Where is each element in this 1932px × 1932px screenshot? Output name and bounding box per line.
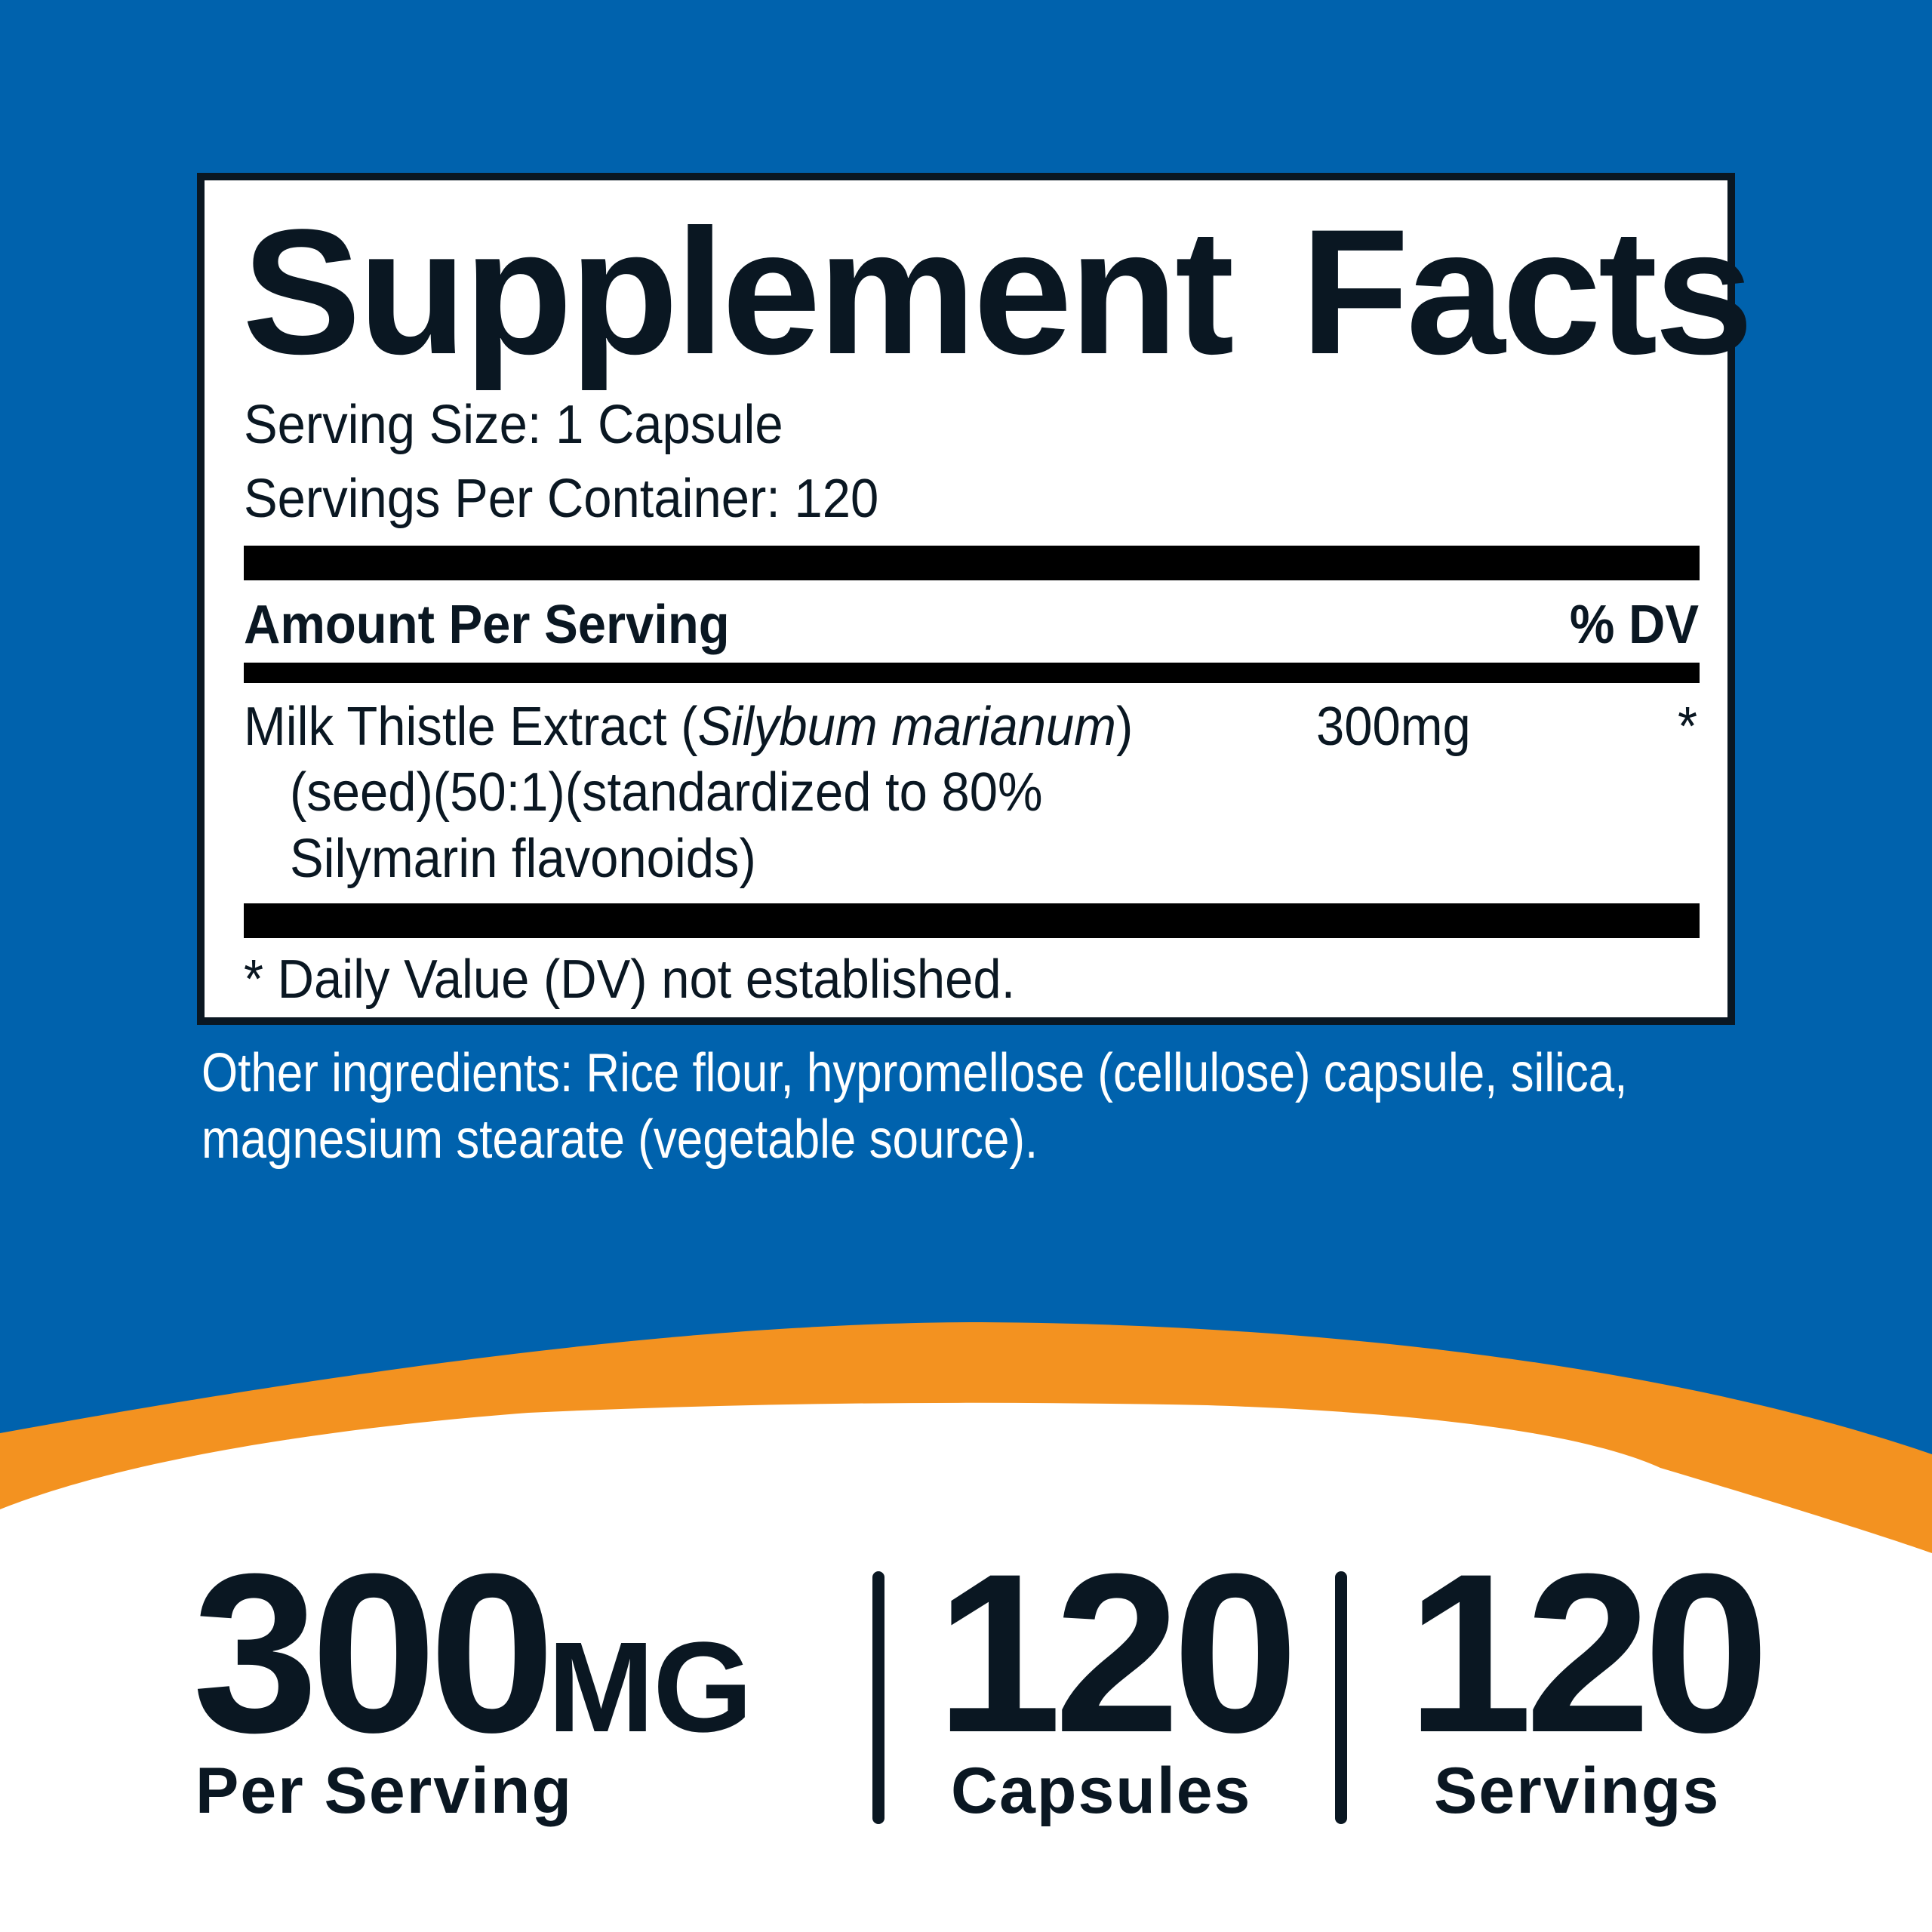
- stat-capsules-value: 120: [936, 1526, 1299, 1780]
- ingredient-name-suffix: ): [1115, 697, 1134, 757]
- supplement-facts-panel: Supplement Facts Serving Size: 1 Capsule…: [197, 173, 1754, 1025]
- stat-divider: [872, 1571, 884, 1824]
- thick-divider-bottom: [244, 903, 1700, 938]
- stat-dose-label: Per Serving: [195, 1755, 573, 1827]
- stat-servings-label: Servings: [1434, 1755, 1721, 1827]
- dv-header: % DV: [1569, 595, 1699, 655]
- latin-name: Silybum marianum: [697, 697, 1116, 757]
- other-ingredients-line-2: magnesium stearate (vegetable source).: [202, 1109, 1038, 1170]
- ingredient-name-text: Milk Thistle Extract (: [244, 697, 698, 757]
- dose-number: 300: [192, 1526, 555, 1780]
- ingredient-amount: 300mg: [1316, 697, 1471, 757]
- white-area: [0, 1402, 1932, 1932]
- stat-dose-value: 300MG: [192, 1540, 753, 1766]
- thick-divider: [244, 546, 1700, 580]
- serving-size: Serving Size: 1 Capsule: [244, 395, 783, 455]
- stat-divider: [1335, 1571, 1347, 1824]
- other-ingredients-line-1: Other ingredients: Rice flour, hypromell…: [202, 1043, 1628, 1103]
- panel-title: Supplement Facts: [242, 192, 1754, 392]
- dose-unit: MG: [547, 1616, 753, 1759]
- ingredient-name: Milk Thistle Extract (Silybum marianum): [244, 700, 1133, 754]
- other-ingredients: Other ingredients: Rice flour, hypromell…: [202, 1040, 1627, 1173]
- servings-per-container: Servings Per Container: 120: [244, 469, 879, 529]
- amount-per-serving-header: Amount Per Serving: [244, 595, 730, 655]
- ingredient-detail-2: Silymarin flavonoids): [290, 829, 756, 889]
- footnote: * Daily Value (DV) not established.: [244, 949, 1016, 1010]
- stat-capsules-label: Capsules: [951, 1755, 1252, 1827]
- thin-divider: [244, 663, 1700, 683]
- stat-servings-value: 120: [1407, 1526, 1770, 1780]
- ingredient-detail: (seed)(50:1)(standardized to 80%: [290, 762, 1043, 823]
- ingredient-dv: *: [1677, 697, 1698, 757]
